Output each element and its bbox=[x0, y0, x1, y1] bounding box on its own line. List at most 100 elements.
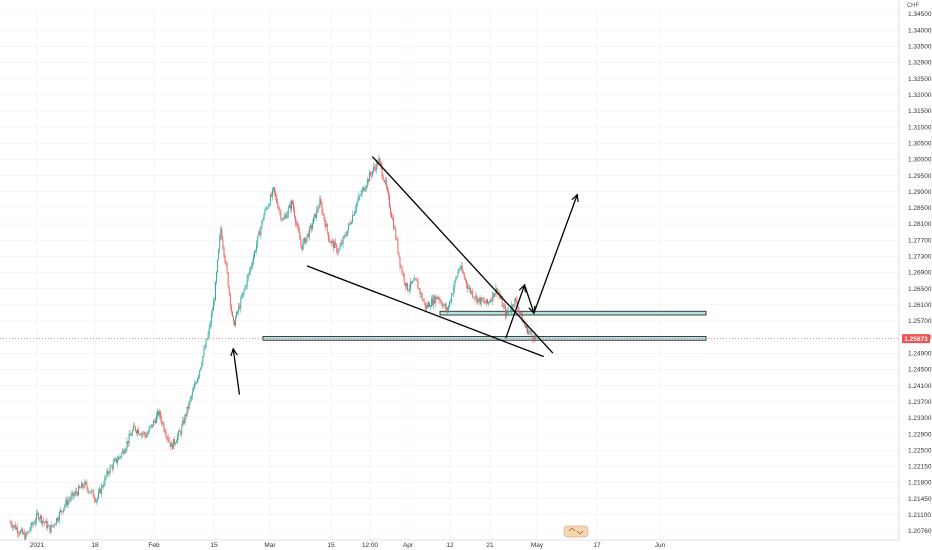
candle-body bbox=[502, 305, 504, 307]
event-badge-box[interactable] bbox=[563, 525, 589, 538]
candle-body bbox=[309, 225, 311, 228]
candle-body bbox=[292, 200, 293, 205]
candle-body bbox=[426, 305, 428, 307]
candle-body bbox=[275, 192, 277, 197]
candle-body bbox=[328, 239, 330, 242]
candle-body bbox=[415, 278, 417, 279]
candle-body bbox=[31, 523, 33, 525]
candle-body bbox=[271, 189, 273, 197]
candle-body bbox=[267, 205, 269, 209]
candle-body bbox=[387, 190, 389, 196]
candle-body bbox=[394, 228, 396, 229]
candle-body bbox=[445, 307, 447, 309]
candle-body bbox=[33, 523, 35, 524]
projection-segment[interactable] bbox=[533, 193, 578, 314]
candle-body bbox=[128, 434, 130, 444]
candle-body bbox=[276, 196, 278, 203]
y-tick-label: 1.21800 bbox=[908, 480, 932, 487]
last-price-badge bbox=[902, 334, 930, 344]
candle-body bbox=[484, 302, 486, 304]
candle-body bbox=[395, 228, 397, 239]
event-badge[interactable] bbox=[563, 525, 589, 538]
candle-body bbox=[220, 228, 222, 238]
candle-body bbox=[322, 213, 324, 215]
candle-body bbox=[41, 515, 43, 524]
wedge-upper-trendline[interactable] bbox=[372, 156, 554, 354]
candle-body bbox=[413, 280, 415, 282]
projection-segment[interactable] bbox=[505, 284, 526, 339]
candle-body bbox=[278, 207, 280, 210]
candle-body bbox=[388, 195, 390, 207]
event-icon bbox=[568, 527, 584, 535]
candle-body bbox=[341, 243, 343, 244]
candle-body bbox=[251, 263, 253, 266]
candle-body bbox=[323, 214, 325, 220]
candle-body bbox=[51, 525, 53, 527]
time-axis[interactable]: 2021 18 Feb 15 Mar 15 12:00 Apr 12 21 May 17 Jun bbox=[30, 542, 666, 549]
candle-body bbox=[370, 172, 371, 175]
candle-body bbox=[105, 476, 107, 478]
candle-body bbox=[248, 271, 250, 274]
candle-body bbox=[454, 280, 456, 288]
y-tick-label: 1.29000 bbox=[908, 189, 932, 196]
price-axis[interactable]: CHF 1.34500 1.34000 1.33500 1.32900 1.32500 1… bbox=[907, 3, 932, 535]
candle-body bbox=[113, 460, 115, 463]
candle-body bbox=[382, 176, 384, 180]
projection-segment[interactable] bbox=[523, 284, 535, 314]
y-tick-label: 1.32900 bbox=[908, 60, 932, 67]
zone-layer bbox=[262, 310, 707, 341]
candle-body bbox=[201, 363, 203, 368]
wedge-lower-trendline[interactable] bbox=[306, 265, 544, 358]
candle-body bbox=[456, 276, 458, 279]
candle-body bbox=[140, 434, 142, 436]
candle-body bbox=[194, 384, 195, 389]
candle-body bbox=[40, 515, 42, 519]
candle-body bbox=[119, 456, 121, 458]
candle-body bbox=[73, 494, 75, 497]
candle-body bbox=[397, 239, 399, 253]
support-arrow-head bbox=[230, 347, 238, 357]
candle-body bbox=[269, 194, 271, 206]
candle-body bbox=[169, 441, 171, 448]
support-zone[interactable] bbox=[262, 336, 707, 341]
candle-body bbox=[62, 511, 64, 512]
candle-body bbox=[43, 520, 45, 522]
candle-body bbox=[110, 465, 112, 467]
candle-body bbox=[207, 333, 209, 340]
candle-body bbox=[422, 299, 424, 302]
candle-body bbox=[26, 533, 28, 534]
candle-body bbox=[91, 490, 93, 492]
candle-body bbox=[265, 208, 267, 210]
candle-body bbox=[450, 301, 452, 303]
candle-body bbox=[320, 199, 322, 204]
support-arrow-line[interactable] bbox=[232, 348, 241, 395]
y-tick-label: 1.34000 bbox=[908, 27, 932, 34]
candle-body bbox=[321, 203, 323, 214]
candle-body bbox=[199, 370, 201, 376]
candle-body bbox=[515, 298, 517, 300]
projection-arrow-head bbox=[571, 193, 579, 203]
candle-body bbox=[134, 426, 136, 431]
candle-body bbox=[527, 325, 528, 334]
candle-body bbox=[353, 215, 355, 216]
y-tick-label: 1.29500 bbox=[908, 173, 932, 180]
candle-body bbox=[177, 435, 179, 442]
y-tick-label: 1.22500 bbox=[908, 447, 932, 454]
candle-body bbox=[504, 307, 506, 317]
candle-body bbox=[407, 290, 409, 291]
candle-body bbox=[221, 228, 223, 240]
candle-body bbox=[441, 303, 443, 307]
candle-body bbox=[366, 179, 368, 187]
resistance-zone[interactable] bbox=[439, 310, 707, 316]
candle-body bbox=[443, 304, 445, 305]
candle-body bbox=[217, 259, 219, 273]
candle-body bbox=[520, 312, 522, 314]
candle-body bbox=[161, 418, 163, 424]
candle-body bbox=[436, 296, 438, 299]
candle-body bbox=[363, 187, 365, 191]
candle-body bbox=[393, 218, 395, 229]
candle-body bbox=[77, 492, 78, 496]
candle-body bbox=[55, 518, 57, 524]
candle-body bbox=[355, 208, 357, 212]
